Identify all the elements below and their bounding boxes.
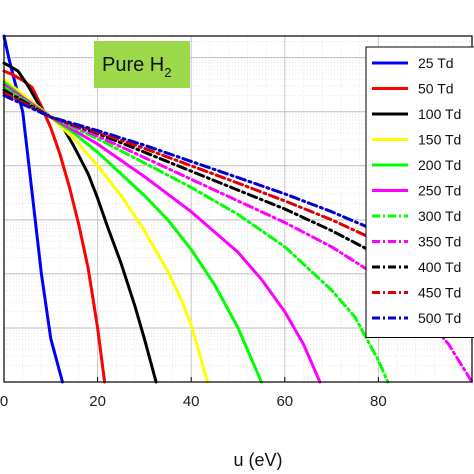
series-line-3 <box>2 61 158 384</box>
series-line-2 <box>2 69 107 384</box>
legend-label: 350 Td <box>418 234 461 250</box>
x-axis-title: u (eV) <box>233 450 282 470</box>
legend-box <box>365 46 474 338</box>
legend-label: 250 Td <box>418 183 461 199</box>
x-tick-label: 20 <box>89 393 106 410</box>
x-tick-label: 80 <box>370 393 387 410</box>
legend-label: 50 Td <box>418 81 454 97</box>
legend-label: 400 Td <box>418 259 461 275</box>
legend-label: 500 Td <box>418 310 461 326</box>
series-line-11 <box>2 94 474 292</box>
x-tick-label: 40 <box>183 393 200 410</box>
series-line-5 <box>2 80 263 384</box>
series-line-7 <box>2 85 390 384</box>
legend-label: 150 Td <box>418 132 461 148</box>
annotation-background <box>94 41 190 88</box>
legend-label: 300 Td <box>418 208 461 224</box>
annotation-subscript: 2 <box>164 65 171 80</box>
x-tick-label: 0 <box>0 393 8 410</box>
annotation-main: Pure H <box>102 54 164 76</box>
legend: 25 Td 50 Td 100 Td 150 Td 200 Td 250 Td 300 Td… <box>365 46 474 338</box>
x-tick-label: 60 <box>276 393 293 410</box>
series-line-1 <box>2 34 64 384</box>
legend-label: 450 Td <box>418 285 461 301</box>
x-axis-ticks: 0 20 40 60 80 <box>0 377 387 410</box>
legend-label: 200 Td <box>418 157 461 173</box>
legend-label: 100 Td <box>418 106 461 122</box>
legend-label: 25 Td <box>418 55 454 71</box>
annotation-box: Pure H2 <box>94 41 190 88</box>
legend-items: 25 Td 50 Td 100 Td 150 Td 200 Td 250 Td 300 Td… <box>372 55 461 326</box>
annotation-text: Pure H2 <box>102 54 171 80</box>
